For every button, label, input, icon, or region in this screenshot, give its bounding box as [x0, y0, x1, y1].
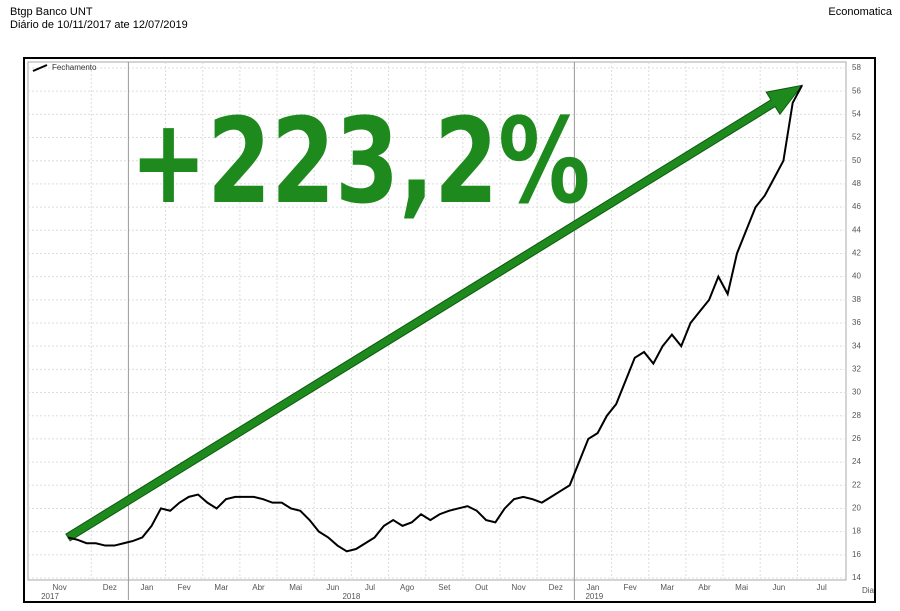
y-tick-label: 14	[852, 573, 861, 582]
x-tick-label: Nov	[52, 583, 66, 592]
y-tick-label: 58	[852, 63, 861, 72]
y-tick-label: 50	[852, 156, 861, 165]
y-tick-label: 22	[852, 480, 861, 489]
y-tick-label: 32	[852, 364, 861, 373]
x-tick-label: Out	[475, 583, 489, 592]
x-tick-label: Fev	[177, 583, 190, 592]
series-line	[67, 84, 803, 553]
x-tick-label: Nov	[512, 583, 526, 592]
y-tick-label: 26	[852, 434, 861, 443]
legend-label: Fechamento	[52, 63, 97, 72]
x-axis-label: Dia	[862, 586, 875, 595]
y-tick-label: 52	[852, 133, 861, 142]
plot-area	[27, 61, 847, 581]
year-label: 2019	[585, 592, 603, 601]
x-tick-label: Jul	[365, 583, 375, 592]
y-tick-label: 54	[852, 109, 861, 118]
x-tick-label: Fev	[623, 583, 636, 592]
x-tick-label: Dez	[549, 583, 563, 592]
y-tick-label: 28	[852, 411, 861, 420]
chart-title: Btgp Banco UNT	[10, 6, 93, 18]
annotation-arrow	[65, 84, 804, 542]
y-tick-label: 16	[852, 550, 861, 559]
y-tick-label: 38	[852, 295, 861, 304]
y-tick-label: 36	[852, 318, 861, 327]
x-tick-label: Mai	[289, 583, 302, 592]
year-label: 2018	[342, 592, 360, 601]
frame	[23, 57, 876, 603]
legend-swatch	[32, 64, 48, 72]
y-tick-label: 30	[852, 388, 861, 397]
source: Economatica	[828, 6, 892, 18]
x-tick-label: Abr	[698, 583, 711, 592]
y-tick-label: 42	[852, 249, 861, 258]
y-tick-label: 48	[852, 179, 861, 188]
year-label: 2017	[41, 592, 59, 601]
chart-subtitle: Diário de 10/11/2017 ate 12/07/2019	[10, 19, 188, 31]
y-tick-label: 20	[852, 504, 861, 513]
x-tick-label: Mar	[660, 583, 674, 592]
x-tick-label: Jun	[772, 583, 785, 592]
x-tick-label: Abr	[252, 583, 265, 592]
x-tick-label: Mai	[735, 583, 748, 592]
x-tick-label: Dez	[103, 583, 117, 592]
annotation: +223,2%	[130, 93, 590, 230]
x-tick-label: Jan	[141, 583, 154, 592]
x-tick-label: Mar	[214, 583, 228, 592]
y-tick-label: 24	[852, 457, 861, 466]
x-tick-label: Set	[438, 583, 451, 592]
y-tick-label: 44	[852, 225, 861, 234]
y-tick-label: 18	[852, 527, 861, 536]
y-tick-label: 40	[852, 272, 861, 281]
y-tick-label: 56	[852, 86, 861, 95]
x-tick-label: Ago	[400, 583, 415, 592]
x-tick-label: Jul	[817, 583, 827, 592]
x-tick-label: Jun	[326, 583, 339, 592]
y-tick-label: 34	[852, 341, 861, 350]
y-tick-label: 46	[852, 202, 861, 211]
x-tick-label: Jan	[586, 583, 599, 592]
arrow-shape	[65, 84, 804, 542]
